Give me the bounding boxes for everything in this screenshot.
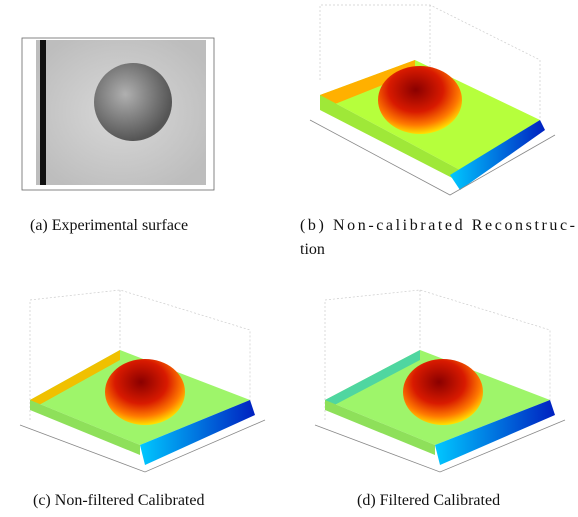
figure: (a) Experimental surface (b) Non-calibra… bbox=[0, 0, 578, 517]
caption: (c) Non-filtered Calibrated bbox=[33, 492, 204, 509]
panel-d-plot bbox=[315, 290, 565, 472]
caption: tion bbox=[300, 241, 325, 258]
panel-c-plot bbox=[20, 290, 265, 472]
panel-b-plot bbox=[310, 5, 555, 195]
caption: (b) Non-calibrated Reconstruc- bbox=[300, 217, 575, 234]
caption: (d) Filtered Calibrated bbox=[357, 492, 500, 509]
caption: (a) Experimental surface bbox=[30, 217, 188, 234]
panel-a-image bbox=[22, 38, 214, 190]
